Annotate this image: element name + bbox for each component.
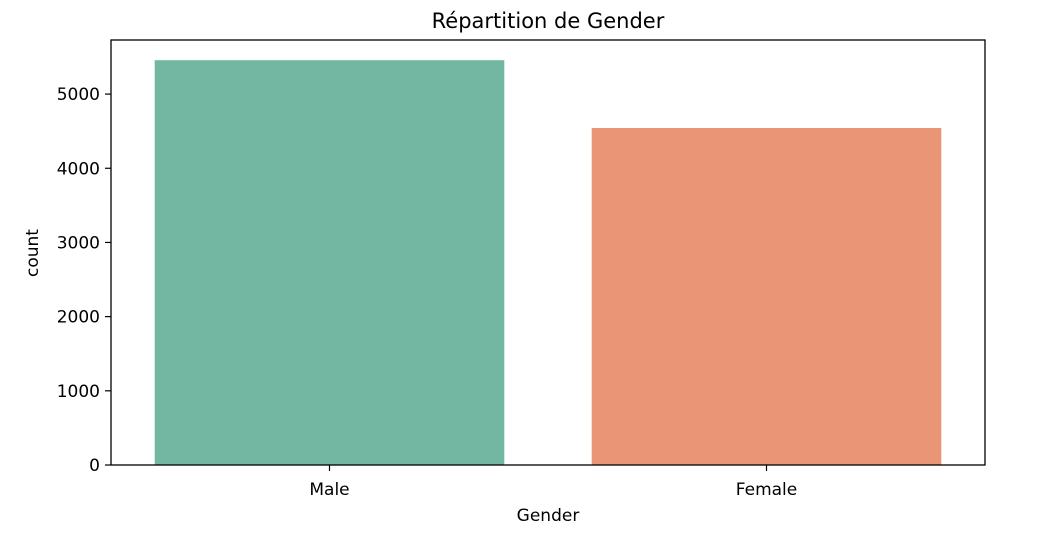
y-tick-label: 1000 [57,382,100,402]
bars-group [154,60,942,466]
y-tick-label: 3000 [57,233,100,253]
y-axis-ticks: 0 1000 2000 3000 4000 5000 [57,85,111,476]
chart-title: Répartition de Gender [432,9,665,33]
x-tick-label: Male [309,480,349,500]
x-axis-ticks: Male Female [309,465,797,500]
y-tick-label: 2000 [57,308,100,328]
y-tick-label: 0 [89,456,100,476]
plot-frame [110,39,986,466]
y-tick-label: 5000 [57,85,100,105]
bar-female [591,127,942,466]
bar-male [154,60,505,466]
x-tick-label: Female [736,480,797,500]
y-axis-label: count [23,229,43,277]
y-tick-label: 4000 [57,159,100,179]
x-axis-label: Gender [517,506,580,526]
